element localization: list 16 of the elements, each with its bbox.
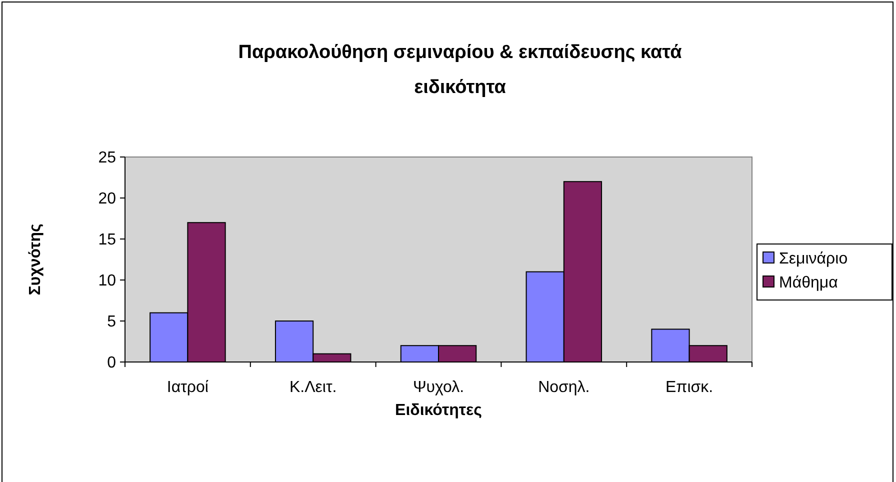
x-tick-label: Ψυχολ.	[412, 379, 464, 396]
y-tick-label: 5	[107, 314, 116, 331]
x-axis-title: Ειδικότητες	[395, 402, 482, 419]
y-tick-label: 10	[98, 272, 116, 290]
legend-label: Μάθημα	[779, 274, 838, 292]
x-tick-label: Κ.Λειτ.	[289, 379, 337, 396]
x-tick-label: Επισκ.	[666, 379, 714, 396]
legend-label: Σεμινάριο	[779, 250, 848, 268]
x-tick-label: Νοσηλ.	[538, 379, 590, 396]
x-tick-label: Ιατροί	[166, 379, 209, 396]
y-axis-title: Συχνότης	[27, 224, 44, 296]
y-tick-label: 0	[107, 354, 116, 372]
y-tick-label: 15	[98, 232, 116, 249]
chart-title: Παρακολούθηση σεμιναρίου & εκπαίδευσης κατά ειδικότητα	[238, 42, 682, 98]
y-tick-label: 25	[98, 150, 116, 167]
y-tick-label: 20	[98, 190, 116, 208]
